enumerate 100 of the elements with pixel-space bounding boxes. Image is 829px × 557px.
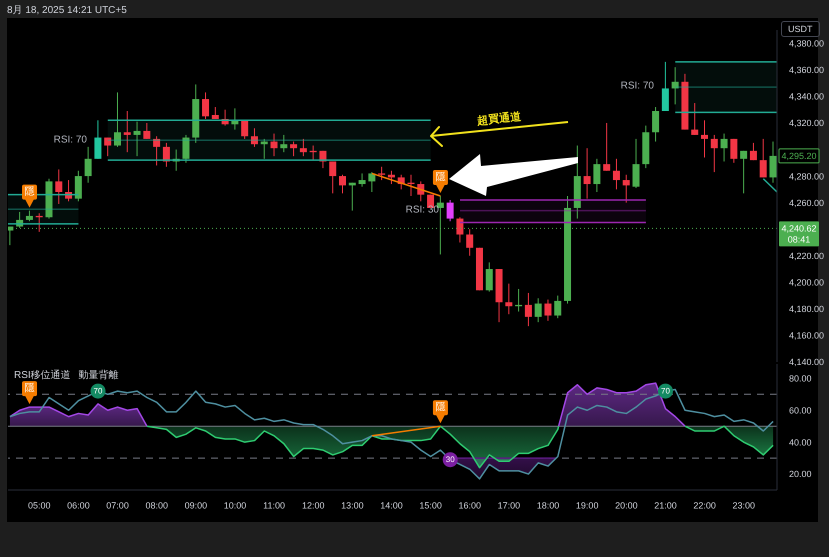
candlestick bbox=[202, 92, 210, 120]
candlestick bbox=[534, 298, 542, 323]
candlestick bbox=[691, 102, 698, 136]
candlestick bbox=[701, 120, 708, 158]
candlestick bbox=[290, 141, 298, 157]
x-tick-label: 14:00 bbox=[380, 500, 403, 510]
candlestick bbox=[94, 120, 102, 160]
candlestick bbox=[241, 120, 248, 140]
candlestick bbox=[26, 210, 33, 222]
candlestick bbox=[74, 170, 82, 202]
candlestick bbox=[612, 158, 620, 190]
candlestick bbox=[622, 174, 630, 204]
candlestick bbox=[710, 134, 718, 173]
candlestick bbox=[260, 138, 268, 160]
candlestick bbox=[652, 106, 660, 142]
y-tick-label: 4,360.00 bbox=[789, 65, 824, 76]
candlestick bbox=[358, 172, 366, 188]
y-tick-label: 4,260.00 bbox=[789, 198, 824, 208]
x-tick-label: 05:00 bbox=[28, 500, 51, 510]
y-tick-label: 4,280.00 bbox=[789, 171, 824, 182]
candlestick bbox=[544, 299, 552, 322]
chart-title: 8月 18, 2025 14:21 UTC+5 bbox=[7, 4, 127, 17]
candlestick bbox=[407, 174, 414, 196]
y-tick-label: 4,200.00 bbox=[789, 278, 824, 288]
candlestick bbox=[368, 172, 376, 193]
candlestick bbox=[300, 138, 307, 157]
candlestick bbox=[104, 137, 112, 157]
candlestick bbox=[388, 170, 395, 185]
annotation: RSI移位通道 bbox=[14, 368, 71, 382]
x-tick-label: 09:00 bbox=[184, 500, 208, 510]
annotation: 隱 bbox=[24, 186, 35, 198]
x-tick-label: 11:00 bbox=[263, 500, 286, 510]
candlestick bbox=[730, 138, 738, 164]
x-tick-label: 18:00 bbox=[536, 500, 560, 510]
annotation: 30 bbox=[446, 455, 456, 464]
candlestick bbox=[593, 158, 600, 193]
annotation: 隱 bbox=[435, 401, 446, 414]
candlestick bbox=[212, 106, 219, 120]
y-tick-label: 20.00 bbox=[789, 469, 812, 480]
y-tick-label: 4,320.00 bbox=[789, 118, 824, 128]
x-tick-label: 07:00 bbox=[106, 500, 129, 510]
x-tick-label: 20:00 bbox=[615, 500, 638, 510]
y-tick-label: 40.00 bbox=[789, 437, 812, 448]
candlestick bbox=[124, 110, 131, 153]
candlestick bbox=[114, 92, 121, 148]
x-tick-label: 06:00 bbox=[67, 500, 90, 510]
annotation: RSI: 30 bbox=[406, 204, 440, 216]
candlestick bbox=[55, 168, 62, 204]
candlestick bbox=[486, 262, 493, 292]
x-tick-label: 08:00 bbox=[145, 500, 168, 510]
x-tick-label: 19:00 bbox=[576, 500, 598, 510]
candlestick bbox=[603, 122, 610, 172]
candlestick bbox=[740, 150, 748, 194]
candlestick bbox=[769, 141, 776, 184]
y-tick-label: 4,380.00 bbox=[789, 38, 824, 48]
y-tick-label: 4,180.00 bbox=[789, 304, 824, 314]
candlestick bbox=[672, 66, 679, 105]
x-tick-label: 10:00 bbox=[224, 500, 246, 510]
x-tick-label: 13:00 bbox=[341, 500, 364, 510]
candlestick bbox=[378, 166, 386, 181]
annotation: 隱 bbox=[435, 171, 446, 183]
candlestick bbox=[270, 133, 278, 157]
candlestick bbox=[554, 295, 562, 319]
y-tick-label: 4,340.00 bbox=[789, 92, 824, 102]
annotation: RSI: 70 bbox=[54, 134, 88, 146]
annotation: RSI: 70 bbox=[620, 80, 654, 92]
y-tick-label: 4,160.00 bbox=[789, 330, 824, 341]
candlestick bbox=[760, 138, 767, 178]
candlestick bbox=[84, 146, 92, 184]
annotation: 超買通道 bbox=[475, 110, 522, 128]
candlestick bbox=[250, 128, 258, 148]
candlestick bbox=[662, 61, 669, 112]
x-tick-label: 23:00 bbox=[732, 500, 755, 510]
annotation: 動量背離 bbox=[78, 368, 119, 382]
candlestick bbox=[524, 292, 532, 327]
candlestick bbox=[153, 136, 160, 166]
candlestick bbox=[339, 174, 346, 194]
candlestick bbox=[584, 148, 591, 200]
candlestick bbox=[329, 160, 336, 194]
annotation: 70 bbox=[94, 386, 104, 396]
candlestick bbox=[720, 133, 728, 162]
y-axis-title: USDT bbox=[781, 21, 820, 37]
x-tick-label: 15:00 bbox=[419, 500, 442, 510]
candlestick bbox=[280, 134, 288, 153]
annotation: 隱 bbox=[24, 382, 35, 394]
x-tick-label: 16:00 bbox=[458, 500, 482, 510]
candlestick bbox=[143, 122, 150, 140]
x-tick-label: 12:00 bbox=[302, 500, 325, 510]
candlestick bbox=[348, 182, 356, 212]
candlestick bbox=[446, 199, 454, 222]
y-tick-label: 4,140.00 bbox=[789, 357, 824, 368]
candlestick bbox=[466, 228, 474, 256]
candlestick bbox=[134, 121, 141, 157]
candlestick bbox=[632, 138, 640, 189]
candlestick bbox=[182, 134, 190, 164]
y-tick-label: 60.00 bbox=[789, 405, 812, 416]
x-tick-label: 17:00 bbox=[498, 500, 520, 510]
candlestick bbox=[505, 283, 512, 315]
y-tick-label: 80.00 bbox=[789, 374, 812, 384]
candlestick bbox=[456, 216, 464, 243]
